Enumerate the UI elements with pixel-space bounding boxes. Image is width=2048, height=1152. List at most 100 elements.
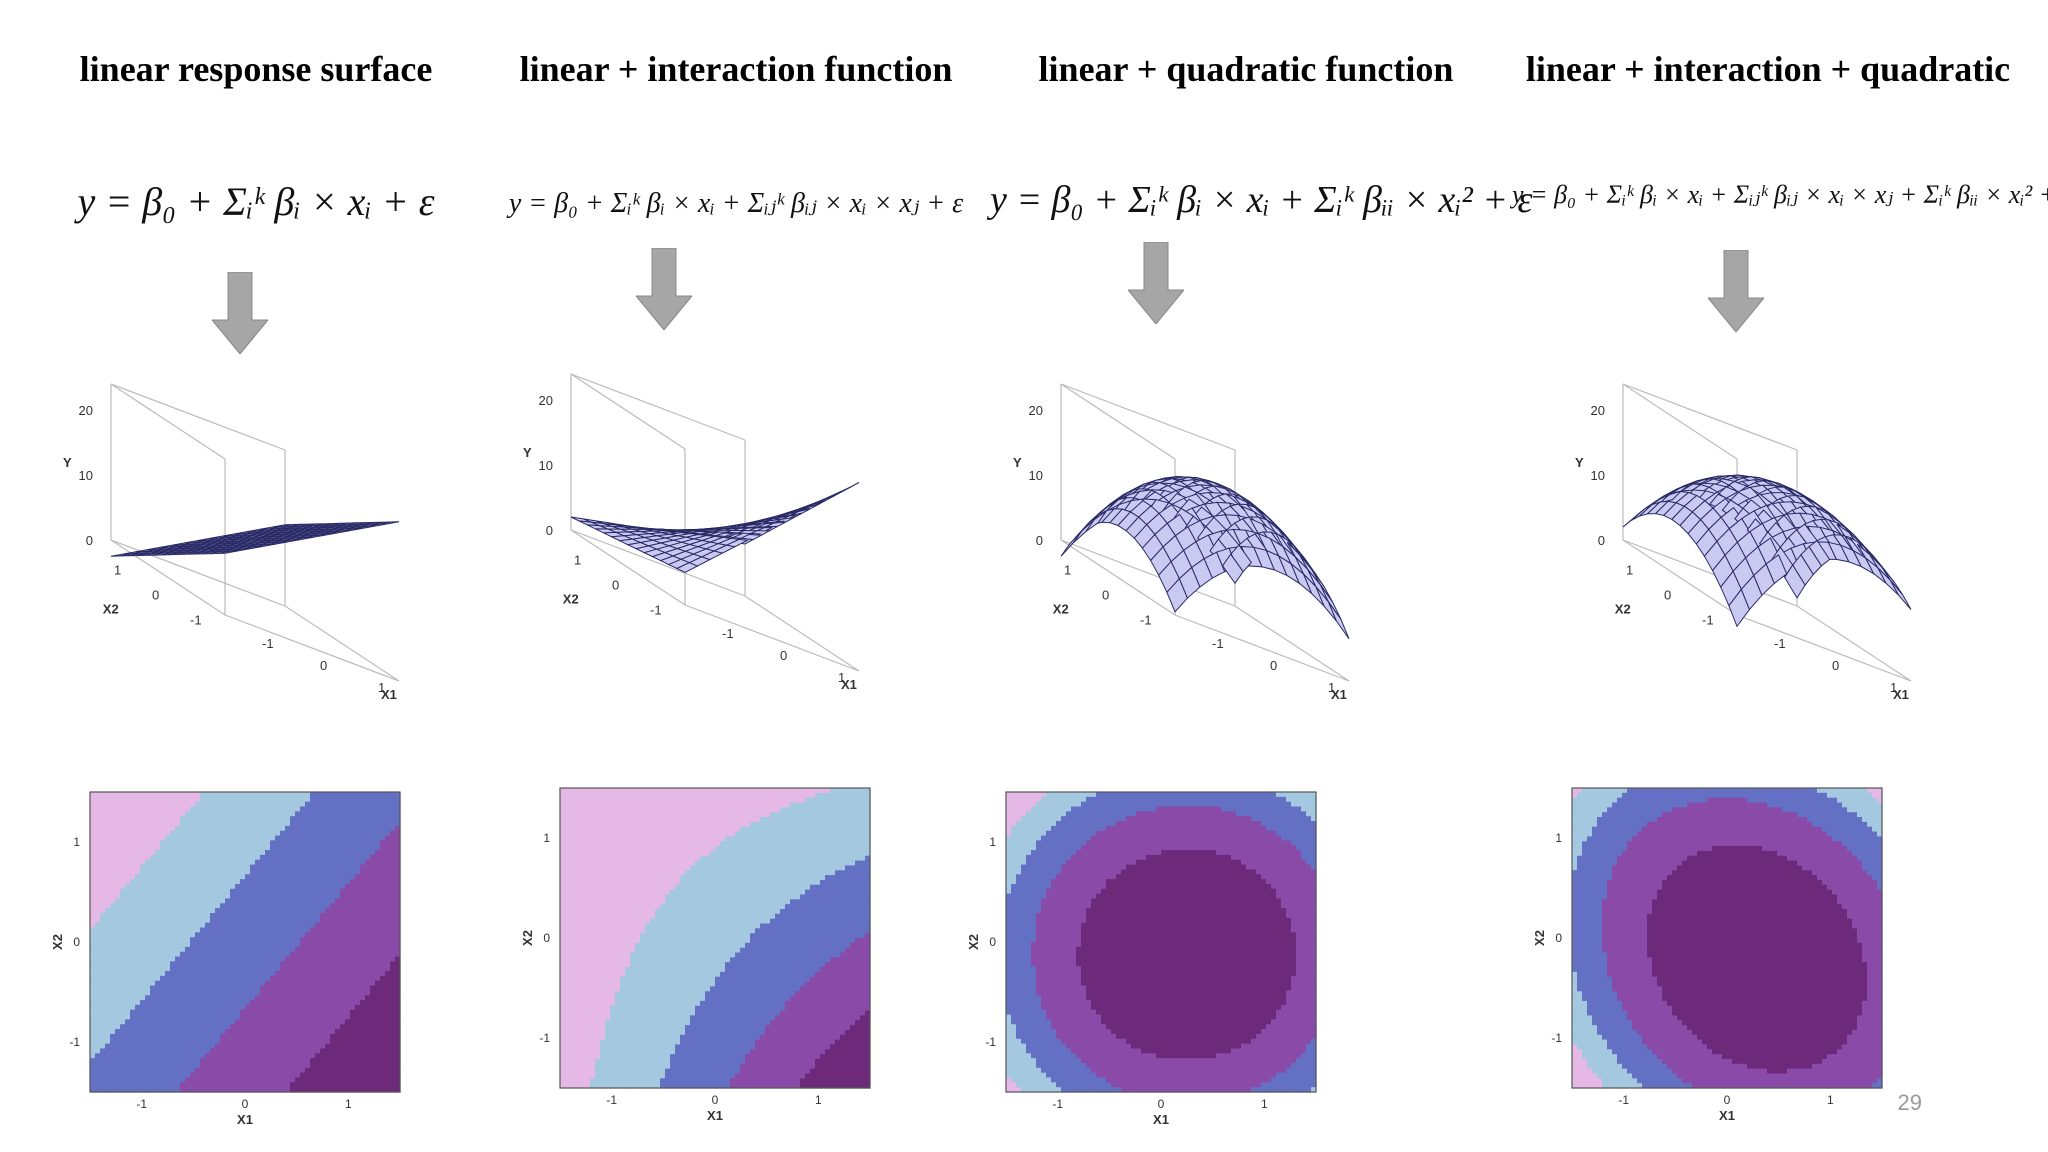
contour-cell <box>90 1038 96 1045</box>
contour-cell <box>275 1029 281 1035</box>
contour-cell <box>395 893 401 900</box>
contour-cell <box>320 792 326 798</box>
contour-cell <box>580 1015 586 1021</box>
contour-cell <box>565 1020 571 1026</box>
contour-cell <box>110 961 116 967</box>
contour-cell <box>140 854 146 861</box>
contour-cell <box>385 869 391 875</box>
contour-cell <box>215 840 221 846</box>
contour-cell <box>150 1024 156 1030</box>
contour-cell <box>255 1019 261 1025</box>
contour-cell <box>600 826 606 833</box>
down-arrow-icon <box>212 272 268 354</box>
contour-cell <box>145 792 151 798</box>
contour-cell <box>565 971 571 978</box>
contour-cell <box>160 859 166 866</box>
contour-cell <box>590 850 596 857</box>
contour-cell <box>565 1054 571 1060</box>
contour-cell <box>215 1087 221 1093</box>
contour-cell <box>135 975 141 982</box>
contour-cell <box>160 922 166 929</box>
contour-cell <box>395 888 401 895</box>
x1-tick-label: 0 <box>320 658 327 673</box>
contour-cell <box>350 990 356 996</box>
contour-cell <box>375 1004 381 1011</box>
contour-cell <box>320 1043 326 1050</box>
contour-cell <box>310 946 316 953</box>
contour-cell <box>155 845 161 851</box>
y-tick-label: 10 <box>539 458 553 473</box>
y-tick-label: -1 <box>69 1035 80 1049</box>
contour-cell <box>595 1015 601 1021</box>
contour-cell <box>560 1025 566 1031</box>
contour-cell <box>300 1024 306 1030</box>
contour-cell <box>265 990 271 996</box>
contour-cell <box>285 927 291 933</box>
contour-cell <box>340 854 346 861</box>
contour-cell <box>255 801 261 808</box>
contour-cell <box>350 985 356 991</box>
contour-cell <box>360 854 366 861</box>
contour-cell <box>600 812 606 818</box>
contour-cell <box>120 1029 126 1035</box>
contour-cell <box>140 908 146 914</box>
contour-cell <box>390 951 396 958</box>
contour-cell <box>335 888 341 895</box>
contour-cell <box>375 792 381 798</box>
contour-cell <box>360 942 366 948</box>
contour-cell <box>315 1067 321 1074</box>
contour-cell <box>325 908 331 914</box>
contour-cell <box>105 956 111 962</box>
contour-cell <box>195 922 201 929</box>
contour-cell <box>320 1019 326 1025</box>
contour-cell <box>170 893 176 900</box>
contour-cell <box>155 1082 161 1088</box>
contour-cell <box>300 961 306 967</box>
contour-cell <box>370 821 376 827</box>
contour-cell <box>205 912 211 919</box>
contour-cell <box>145 975 151 982</box>
contour-cell <box>355 975 361 982</box>
contour-cell <box>260 903 266 909</box>
contour-cell <box>185 917 191 924</box>
contour-cell <box>175 816 181 822</box>
contour-cell <box>230 850 236 856</box>
contour-cell <box>205 1004 211 1011</box>
contour-cell <box>575 884 581 891</box>
contour-cell <box>190 966 196 972</box>
contour-cell <box>90 869 96 875</box>
contour-cell <box>310 912 316 919</box>
contour-cell <box>250 854 256 861</box>
contour-cell <box>565 1010 571 1017</box>
contour-cell <box>395 869 401 875</box>
contour-cell <box>570 923 576 929</box>
contour-cell <box>210 801 216 808</box>
contour-cell <box>120 1024 126 1030</box>
contour-cell <box>350 980 356 987</box>
contour-cell <box>360 825 366 832</box>
contour-cell <box>265 927 271 933</box>
contour-cell <box>610 923 616 929</box>
contour-cell <box>345 995 351 1001</box>
contour-cell <box>600 952 606 958</box>
contour-cell <box>290 995 296 1001</box>
x1-axis-label: X1 <box>841 677 857 692</box>
contour-cell <box>345 961 351 967</box>
contour-cell <box>585 1078 591 1084</box>
contour-cell <box>255 1077 261 1083</box>
contour-cell <box>135 854 141 861</box>
contour-cell <box>240 1077 246 1083</box>
contour-cell <box>185 1082 191 1088</box>
contour-cell <box>285 1019 291 1025</box>
contour-cell <box>370 922 376 929</box>
contour-cell <box>120 927 126 933</box>
contour-cell <box>145 893 151 900</box>
contour-cell <box>255 937 261 943</box>
contour-cell <box>290 937 296 943</box>
contour-cell <box>560 792 566 799</box>
contour-cell <box>340 811 346 817</box>
contour-cell <box>335 966 341 972</box>
contour-cell <box>260 995 266 1001</box>
contour-cell <box>580 1039 586 1046</box>
contour-cell <box>150 912 156 919</box>
